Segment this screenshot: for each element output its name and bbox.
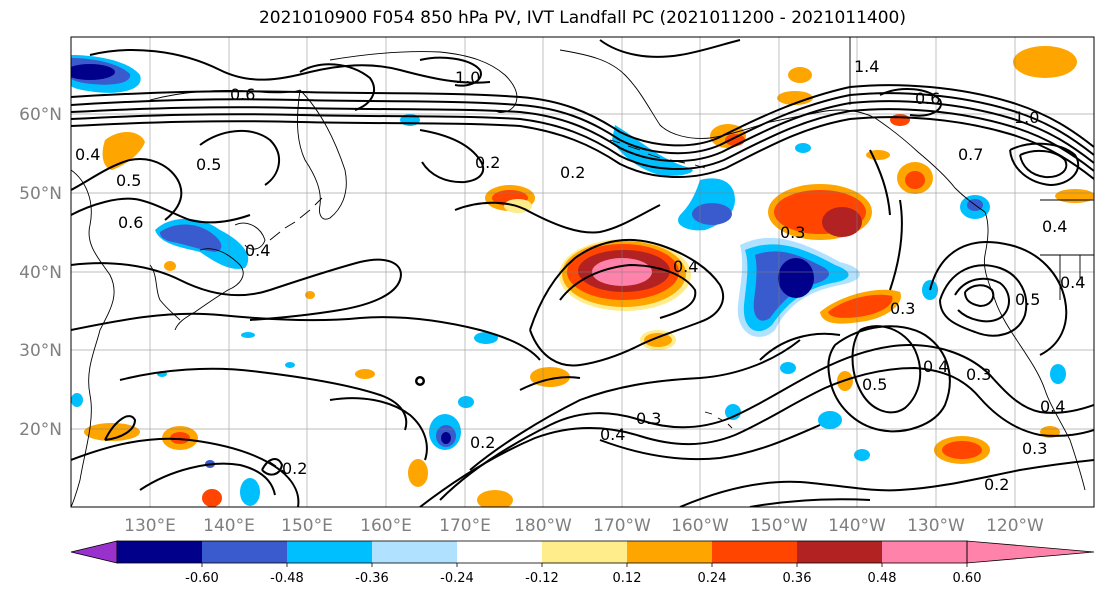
colorbar-segment xyxy=(372,541,457,563)
lon-label: 150°E xyxy=(281,516,333,536)
contour-label: 1.4 xyxy=(854,57,879,76)
map-frame xyxy=(70,36,1095,508)
colorbar-tick-label: 0.12 xyxy=(613,571,642,586)
lon-label: 150°W xyxy=(750,516,808,536)
colorbar-tick-label: 0.24 xyxy=(698,571,727,586)
contour-label: 0.4 xyxy=(1040,397,1065,416)
colorbar-segment xyxy=(117,541,202,563)
latitude-axis: 60°N 50°N 40°N 30°N 20°N xyxy=(19,105,62,440)
contour-label: 0.6 xyxy=(915,89,940,108)
lat-label: 30°N xyxy=(19,341,62,361)
lon-label: 160°W xyxy=(671,516,729,536)
contour-label: 0.3 xyxy=(780,223,805,242)
contour-label: 0.4 xyxy=(600,425,625,444)
contour-label: 0.3 xyxy=(966,365,991,384)
colorbar-extend-min xyxy=(70,540,118,564)
contour-label: 1.0 xyxy=(1014,108,1039,127)
colorbar-segment xyxy=(797,541,882,563)
contour-label: 0.6 xyxy=(230,85,255,104)
lon-label: 170°W xyxy=(593,516,651,536)
contour-label: 0.5 xyxy=(116,171,141,190)
contour-label: 0.4 xyxy=(673,257,698,276)
contour-label: 0.2 xyxy=(984,475,1009,494)
contour-label: 0.2 xyxy=(475,153,500,172)
colorbar-segment xyxy=(287,541,372,563)
contour-labels: 1.4 1.0 0.6 1.0 0.7 0.4 0.4 0.2 0.2 0.3 … xyxy=(75,57,1085,494)
contour-label: 0.4 xyxy=(1042,217,1067,236)
contour-label: 0.7 xyxy=(958,145,983,164)
lon-label: 140°W xyxy=(828,516,886,536)
colorbar-tick-label: -0.36 xyxy=(355,571,389,586)
coastlines xyxy=(71,37,1094,507)
colorbar-tick-label: -0.12 xyxy=(525,571,559,586)
contour-label: 0.2 xyxy=(560,163,585,182)
lon-label: 160°E xyxy=(360,516,412,536)
map-title: 2021010900 F054 850 hPa PV, IVT Landfall… xyxy=(258,8,906,28)
contour-label: 0.4 xyxy=(245,241,270,260)
lon-label: 130°E xyxy=(124,516,176,536)
contour-label: 0.3 xyxy=(1022,439,1047,458)
colorbar-segment xyxy=(457,541,542,563)
colorbar-tick-label: -0.48 xyxy=(270,571,304,586)
lon-label: 140°E xyxy=(203,516,255,536)
colorbar-tick-label: 0.48 xyxy=(868,571,897,586)
contour-label: 0.4 xyxy=(75,145,100,164)
lon-label: 170°E xyxy=(439,516,491,536)
contour-label: 0.4 xyxy=(923,357,948,376)
colorbar-segment xyxy=(627,541,712,563)
contour-label: 0.2 xyxy=(282,459,307,478)
contour-label: 0.5 xyxy=(862,375,887,394)
lon-label: 180°W xyxy=(514,516,572,536)
colorbar-segment xyxy=(202,541,287,563)
pv-shading xyxy=(71,46,1094,507)
pv-contours xyxy=(71,39,1094,507)
colorbar-tick-label: -0.60 xyxy=(185,571,219,586)
colorbar-tick-label: -0.24 xyxy=(440,571,474,586)
contour-label: 1.0 xyxy=(455,68,480,87)
colorbar-segment xyxy=(882,541,967,563)
contour-label: 0.6 xyxy=(118,213,143,232)
colorbar-extend-max xyxy=(966,540,1095,564)
colorbar-tick-label: 0.60 xyxy=(953,571,982,586)
lon-label: 130°W xyxy=(907,516,965,536)
contour-label: 0.2 xyxy=(470,433,495,452)
contour-label: 0.5 xyxy=(196,155,221,174)
contour-label: 0.5 xyxy=(1015,290,1040,309)
colorbar-tick-label: 0.36 xyxy=(783,571,812,586)
longitude-axis: 130°E 140°E 150°E 160°E 170°E 180°W 170°… xyxy=(124,516,1044,536)
lon-label: 120°W xyxy=(986,516,1044,536)
lat-label: 40°N xyxy=(19,263,62,283)
contour-label: 0.3 xyxy=(890,299,915,318)
contour-label: 0.4 xyxy=(1060,273,1085,292)
contour-label: 0.3 xyxy=(636,409,661,428)
lat-label: 60°N xyxy=(19,105,62,125)
lat-label: 50°N xyxy=(19,184,62,204)
colorbar: -0.60 -0.48 -0.36 -0.24 -0.12 0.12 0.24 … xyxy=(70,540,1095,586)
colorbar-segment xyxy=(712,541,797,563)
colorbar-segment xyxy=(542,541,627,563)
lat-label: 20°N xyxy=(19,420,62,440)
